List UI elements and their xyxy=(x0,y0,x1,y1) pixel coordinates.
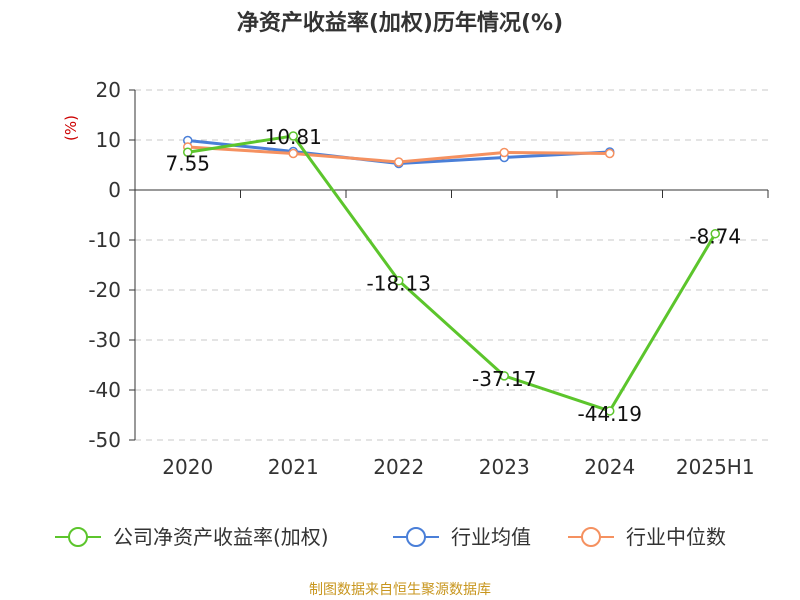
series-point xyxy=(605,148,615,159)
legend: 公司净资产收益率(加权) 行业均值 行业中位数 xyxy=(55,525,726,549)
y-tick-label: -50 xyxy=(88,428,121,452)
series-point xyxy=(183,147,193,157)
series-line xyxy=(187,134,717,413)
data-label: -18.13 xyxy=(367,272,431,296)
legend-marker xyxy=(581,527,601,547)
y-axis: 20 10 0 -10 -20 -30 -40 -50 xyxy=(88,78,136,452)
series-lines xyxy=(183,131,720,416)
x-tick-label: 2025H1 xyxy=(676,455,755,479)
data-label: -37.17 xyxy=(472,367,536,391)
y-tick-label: 0 xyxy=(108,178,121,202)
x-tick-label: 2024 xyxy=(584,455,635,479)
series-point xyxy=(394,157,404,167)
legend-label: 行业中位数 xyxy=(626,525,726,549)
chart-title: 净资产收益率(加权)历年情况(%) xyxy=(237,10,563,36)
y-axis-unit-label: (%) xyxy=(62,115,80,141)
data-label: 10.81 xyxy=(265,125,322,149)
y-tick-label: -10 xyxy=(88,228,121,252)
x-tick-label: 2023 xyxy=(479,455,530,479)
series-point xyxy=(288,148,298,159)
source-note: 制图数据来自恒生聚源数据库 xyxy=(309,582,491,598)
series-point xyxy=(394,275,404,286)
legend-label: 公司净资产收益率(加权) xyxy=(113,525,329,549)
y-tick-label: -40 xyxy=(88,378,121,402)
x-tick-label: 2021 xyxy=(268,455,319,479)
data-label: -8.74 xyxy=(689,225,741,249)
x-axis: 2020 2021 2022 2023 2024 2025H1 xyxy=(134,189,769,479)
series-point xyxy=(605,406,615,416)
y-tick-label: -20 xyxy=(88,278,121,302)
x-tick-label: 2022 xyxy=(373,455,424,479)
legend-marker xyxy=(68,527,88,547)
series-point xyxy=(710,228,720,239)
data-label: -44.19 xyxy=(578,402,642,426)
series-point xyxy=(499,371,509,381)
grid-lines xyxy=(135,89,768,441)
legend-marker xyxy=(406,527,426,547)
data-labels: 7.55 10.81 -18.13 -37.17 -44.19 -8.74 xyxy=(165,125,741,426)
series-point xyxy=(288,131,298,141)
series-point xyxy=(499,147,509,158)
legend-label: 行业均值 xyxy=(451,525,531,549)
y-tick-label: -30 xyxy=(88,328,121,352)
x-tick-label: 2020 xyxy=(162,455,213,479)
y-tick-label: 10 xyxy=(96,128,121,152)
y-tick-label: 20 xyxy=(96,78,121,102)
data-label: 7.55 xyxy=(165,151,210,175)
